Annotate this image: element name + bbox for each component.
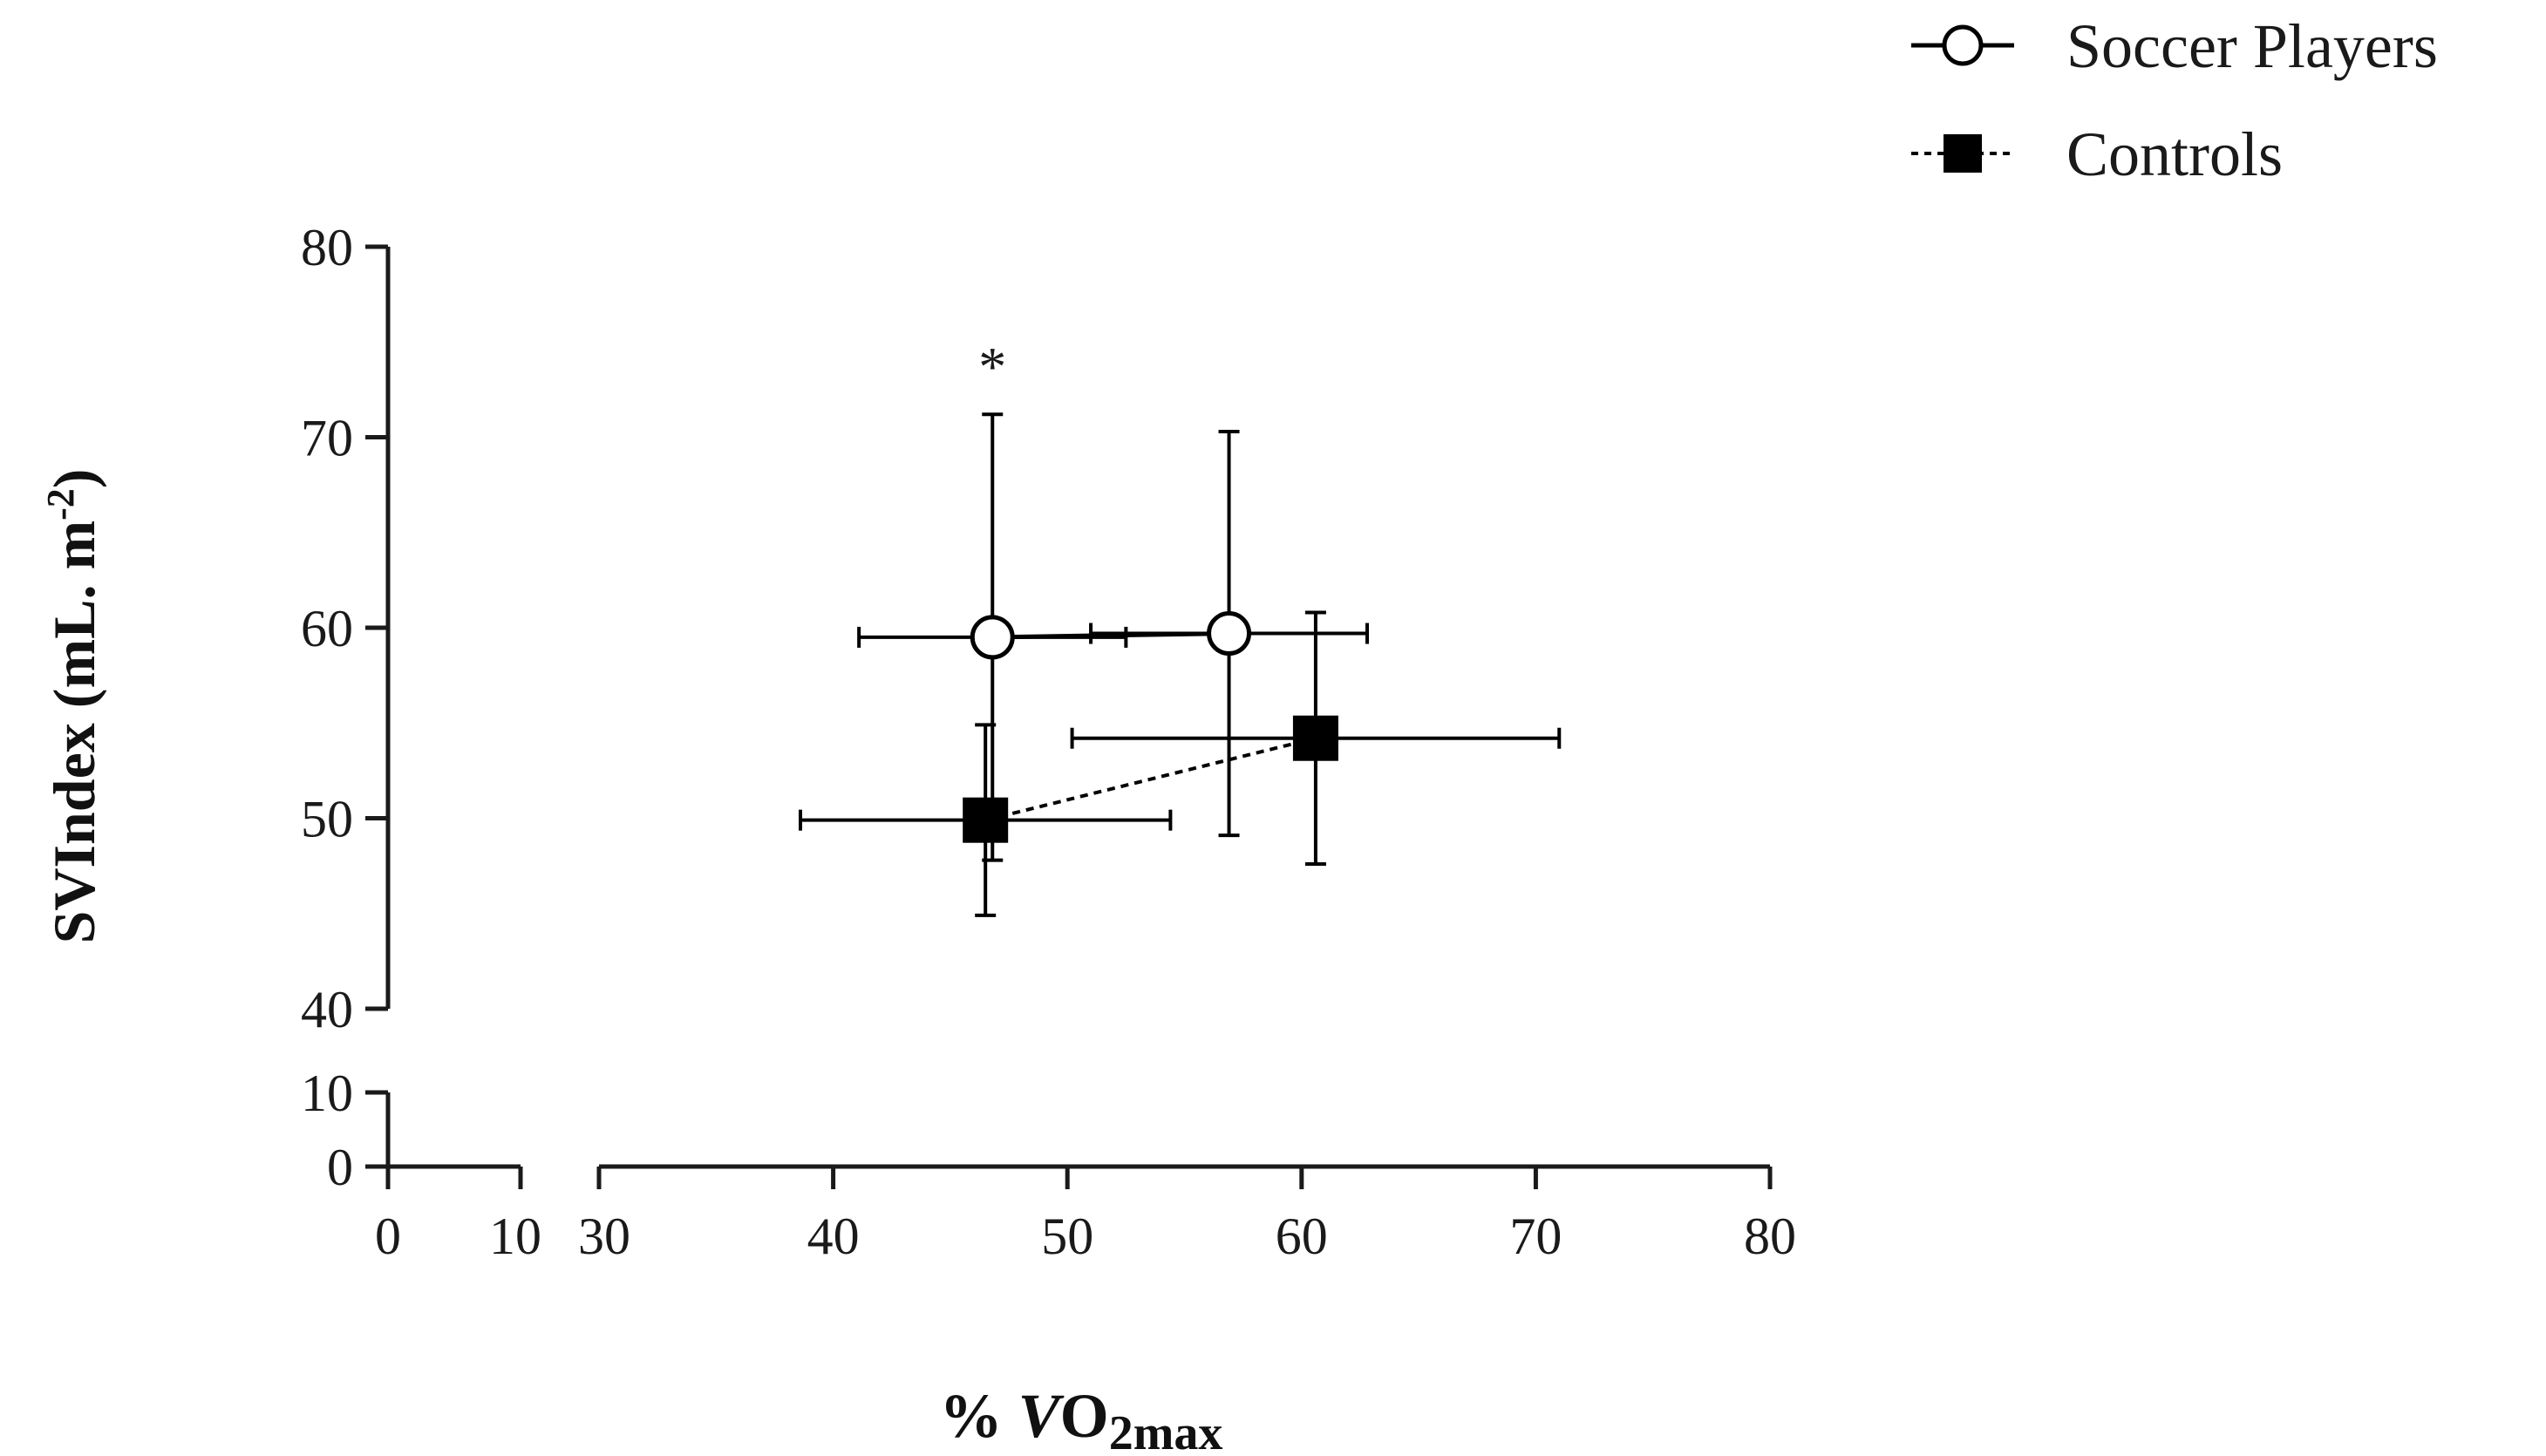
error-bars	[798, 412, 1562, 917]
control-point-2-marker	[1292, 715, 1338, 761]
y-tick-label: 0	[327, 1139, 353, 1196]
y-tick-label: 40	[301, 981, 353, 1038]
x-tick-label: 70	[1509, 1208, 1562, 1265]
y-tick-label: 70	[301, 410, 353, 467]
x-tick-label: 30	[578, 1208, 630, 1265]
soccer-point-1-marker	[970, 615, 1015, 660]
y-axis-title-main: SVIndex (mL. m	[41, 520, 107, 944]
x-tick-label: 40	[807, 1208, 860, 1265]
control-point-1-marker	[963, 797, 1009, 843]
legend-marker-controls	[1944, 134, 1982, 173]
y-tick-label: 80	[301, 219, 353, 276]
series-line-controls	[984, 736, 1317, 822]
annotations: *	[978, 336, 1006, 398]
series-line-soccer-players	[992, 631, 1229, 640]
y-tick-label: 10	[301, 1065, 353, 1122]
x-axis-title: % VO2max	[940, 1381, 1223, 1456]
y-axis-title: SVIndex (mL. m-2)	[39, 469, 108, 944]
data-markers	[963, 611, 1338, 843]
series-lines	[984, 631, 1317, 822]
axes	[385, 247, 1770, 1169]
y-axis-title-end: )	[41, 469, 107, 489]
x-tick-label: 50	[1041, 1208, 1093, 1265]
y-tick-label: 60	[301, 600, 353, 657]
legend-label-controls: Controls	[2066, 119, 2283, 189]
x-tick-label: 80	[1744, 1208, 1796, 1265]
y-axis-title-superscript: -2	[39, 488, 82, 520]
soccer-point-2-marker	[1207, 611, 1252, 657]
x-axis-title-subscript: 2max	[1109, 1406, 1223, 1456]
legend: Soccer Players Controls	[1911, 11, 2438, 189]
x-axis-title-main: O	[1060, 1381, 1109, 1451]
x-axis-title-prefix: %	[940, 1381, 1018, 1451]
x-tick-label: 60	[1276, 1208, 1328, 1265]
ticks: 0 10 40 50 60 70 80 0 10 30 40 50 60 70 80	[301, 219, 1796, 1265]
significance-asterisk: *	[978, 336, 1006, 398]
legend-marker-soccer-players	[1942, 24, 1984, 66]
x-tick-label: 10	[489, 1208, 541, 1265]
x-axis-title-italic: V	[1018, 1381, 1065, 1451]
y-tick-label: 50	[301, 791, 353, 848]
legend-label-soccer-players: Soccer Players	[2066, 11, 2438, 81]
x-tick-label: 0	[375, 1208, 401, 1265]
